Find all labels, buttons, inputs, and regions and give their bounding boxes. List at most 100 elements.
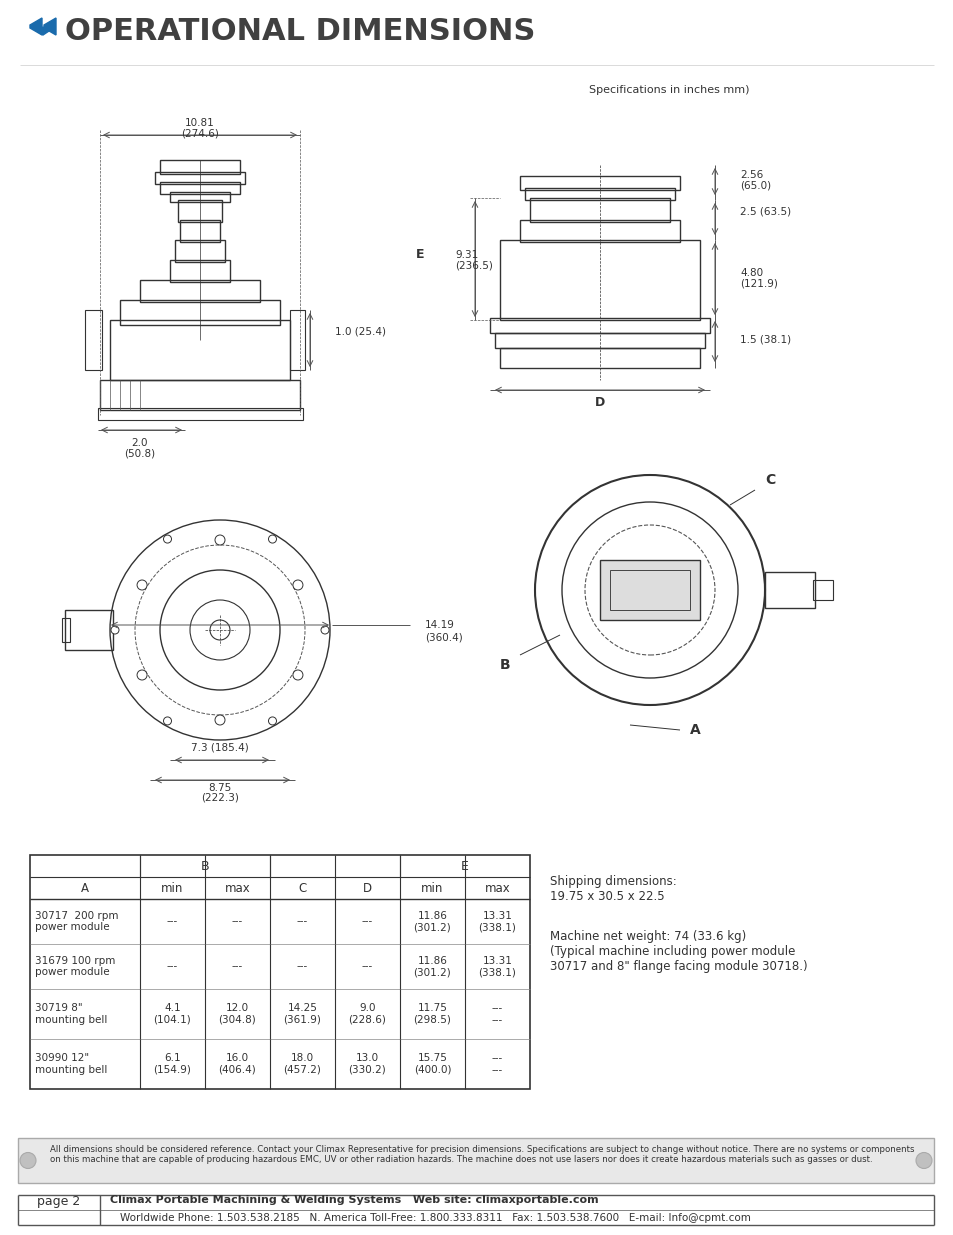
- Polygon shape: [44, 19, 56, 35]
- Text: 11.86
(301.2): 11.86 (301.2): [414, 956, 451, 977]
- Text: 11.86
(301.2): 11.86 (301.2): [414, 910, 451, 932]
- Text: B: B: [200, 860, 209, 872]
- Text: 1.5 (38.1): 1.5 (38.1): [740, 335, 790, 345]
- Text: 12.0
(304.8): 12.0 (304.8): [218, 1003, 256, 1025]
- Bar: [140, 280, 260, 303]
- Text: 14.19: 14.19: [424, 620, 455, 630]
- Bar: [495, 333, 704, 348]
- Text: ---: ---: [167, 916, 178, 926]
- Text: 16.0
(406.4): 16.0 (406.4): [218, 1053, 256, 1074]
- Bar: [174, 240, 225, 262]
- Circle shape: [20, 1152, 36, 1168]
- Bar: [120, 300, 280, 325]
- Bar: [180, 220, 220, 242]
- Circle shape: [214, 715, 225, 725]
- Bar: [609, 571, 689, 610]
- Text: Shipping dimensions:
19.75 x 30.5 x 22.5: Shipping dimensions: 19.75 x 30.5 x 22.5: [550, 876, 676, 903]
- Circle shape: [137, 671, 147, 680]
- Text: Machine net weight: 74 (33.6 kg)
(Typical machine including power module
30717 a: Machine net weight: 74 (33.6 kg) (Typica…: [550, 930, 807, 973]
- Text: (274.6): (274.6): [181, 128, 218, 138]
- Text: 7.3 (185.4): 7.3 (185.4): [191, 743, 249, 753]
- Bar: [65, 610, 112, 650]
- Text: C: C: [764, 473, 774, 487]
- Text: ---: ---: [296, 962, 308, 972]
- Text: E: E: [416, 248, 424, 262]
- Text: (121.9): (121.9): [740, 278, 777, 288]
- Text: 13.31
(338.1): 13.31 (338.1): [478, 910, 516, 932]
- Text: 30990 12"
mounting bell: 30990 12" mounting bell: [35, 1053, 108, 1074]
- Polygon shape: [30, 19, 42, 35]
- Text: 2.5 (63.5): 2.5 (63.5): [740, 207, 790, 217]
- Text: ---: ---: [232, 962, 243, 972]
- Text: ---: ---: [361, 962, 373, 972]
- Text: 4.1
(104.1): 4.1 (104.1): [153, 1003, 192, 1025]
- Text: A: A: [689, 722, 700, 737]
- Bar: [530, 198, 669, 222]
- Circle shape: [137, 580, 147, 590]
- Bar: [490, 317, 709, 333]
- Bar: [290, 310, 305, 370]
- Text: A: A: [81, 882, 89, 894]
- Text: max: max: [484, 882, 510, 894]
- Text: 30719 8"
mounting bell: 30719 8" mounting bell: [35, 1003, 108, 1025]
- Text: 2.56: 2.56: [740, 170, 762, 180]
- Text: D: D: [362, 882, 372, 894]
- Polygon shape: [37, 27, 49, 35]
- Text: min: min: [161, 882, 184, 894]
- Bar: [100, 380, 299, 410]
- Bar: [154, 172, 245, 184]
- Text: page 2: page 2: [37, 1195, 81, 1209]
- Text: Climax Portable Machining & Welding Systems   Web site: climaxportable.com: Climax Portable Machining & Welding Syst…: [110, 1195, 598, 1205]
- Text: 31679 100 rpm
power module: 31679 100 rpm power module: [35, 956, 115, 977]
- Bar: [30, 855, 530, 1089]
- Circle shape: [320, 626, 329, 634]
- Text: 9.0
(228.6): 9.0 (228.6): [348, 1003, 386, 1025]
- Text: (65.0): (65.0): [740, 180, 770, 190]
- Text: OPERATIONAL DIMENSIONS: OPERATIONAL DIMENSIONS: [65, 17, 535, 47]
- Circle shape: [268, 535, 276, 543]
- Bar: [85, 310, 102, 370]
- Bar: [160, 182, 240, 194]
- Circle shape: [163, 718, 172, 725]
- Text: 11.75
(298.5): 11.75 (298.5): [414, 1003, 451, 1025]
- Text: (222.3): (222.3): [201, 793, 238, 803]
- Text: ---
---: --- ---: [492, 1003, 502, 1025]
- Bar: [62, 618, 70, 642]
- Text: (236.5): (236.5): [455, 261, 493, 270]
- Text: E: E: [460, 860, 469, 872]
- Bar: [110, 320, 290, 380]
- Circle shape: [268, 718, 276, 725]
- Text: ---: ---: [232, 916, 243, 926]
- Text: (50.8): (50.8): [124, 448, 155, 458]
- Text: 14.25
(361.9): 14.25 (361.9): [283, 1003, 321, 1025]
- Bar: [499, 240, 700, 320]
- Bar: [160, 161, 240, 174]
- Text: 15.75
(400.0): 15.75 (400.0): [414, 1053, 451, 1074]
- Bar: [764, 572, 814, 608]
- Text: ---: ---: [167, 962, 178, 972]
- Bar: [178, 200, 222, 222]
- Text: 10.81: 10.81: [185, 119, 214, 128]
- Bar: [812, 580, 832, 600]
- Text: Worldwide Phone: 1.503.538.2185   N. America Toll-Free: 1.800.333.8311   Fax: 1.: Worldwide Phone: 1.503.538.2185 N. Ameri…: [120, 1213, 750, 1223]
- Text: ---: ---: [296, 916, 308, 926]
- Bar: [524, 188, 675, 200]
- Circle shape: [915, 1152, 931, 1168]
- Text: max: max: [224, 882, 250, 894]
- Circle shape: [214, 535, 225, 545]
- Bar: [170, 261, 230, 282]
- Text: 4.80: 4.80: [740, 268, 762, 278]
- Text: All dimensions should be considered reference. Contact your Climax Representativ: All dimensions should be considered refe…: [50, 1145, 914, 1165]
- Text: 13.0
(330.2): 13.0 (330.2): [348, 1053, 386, 1074]
- Text: 6.1
(154.9): 6.1 (154.9): [153, 1053, 192, 1074]
- Text: 1.0 (25.4): 1.0 (25.4): [335, 327, 386, 337]
- Bar: [519, 177, 679, 190]
- Circle shape: [293, 580, 303, 590]
- Text: ---
---: --- ---: [492, 1053, 502, 1074]
- Bar: [599, 559, 700, 620]
- Bar: [98, 408, 303, 420]
- Text: (360.4): (360.4): [424, 632, 462, 642]
- Text: D: D: [595, 396, 604, 410]
- Circle shape: [111, 626, 119, 634]
- Text: Specifications in inches mm): Specifications in inches mm): [589, 85, 749, 95]
